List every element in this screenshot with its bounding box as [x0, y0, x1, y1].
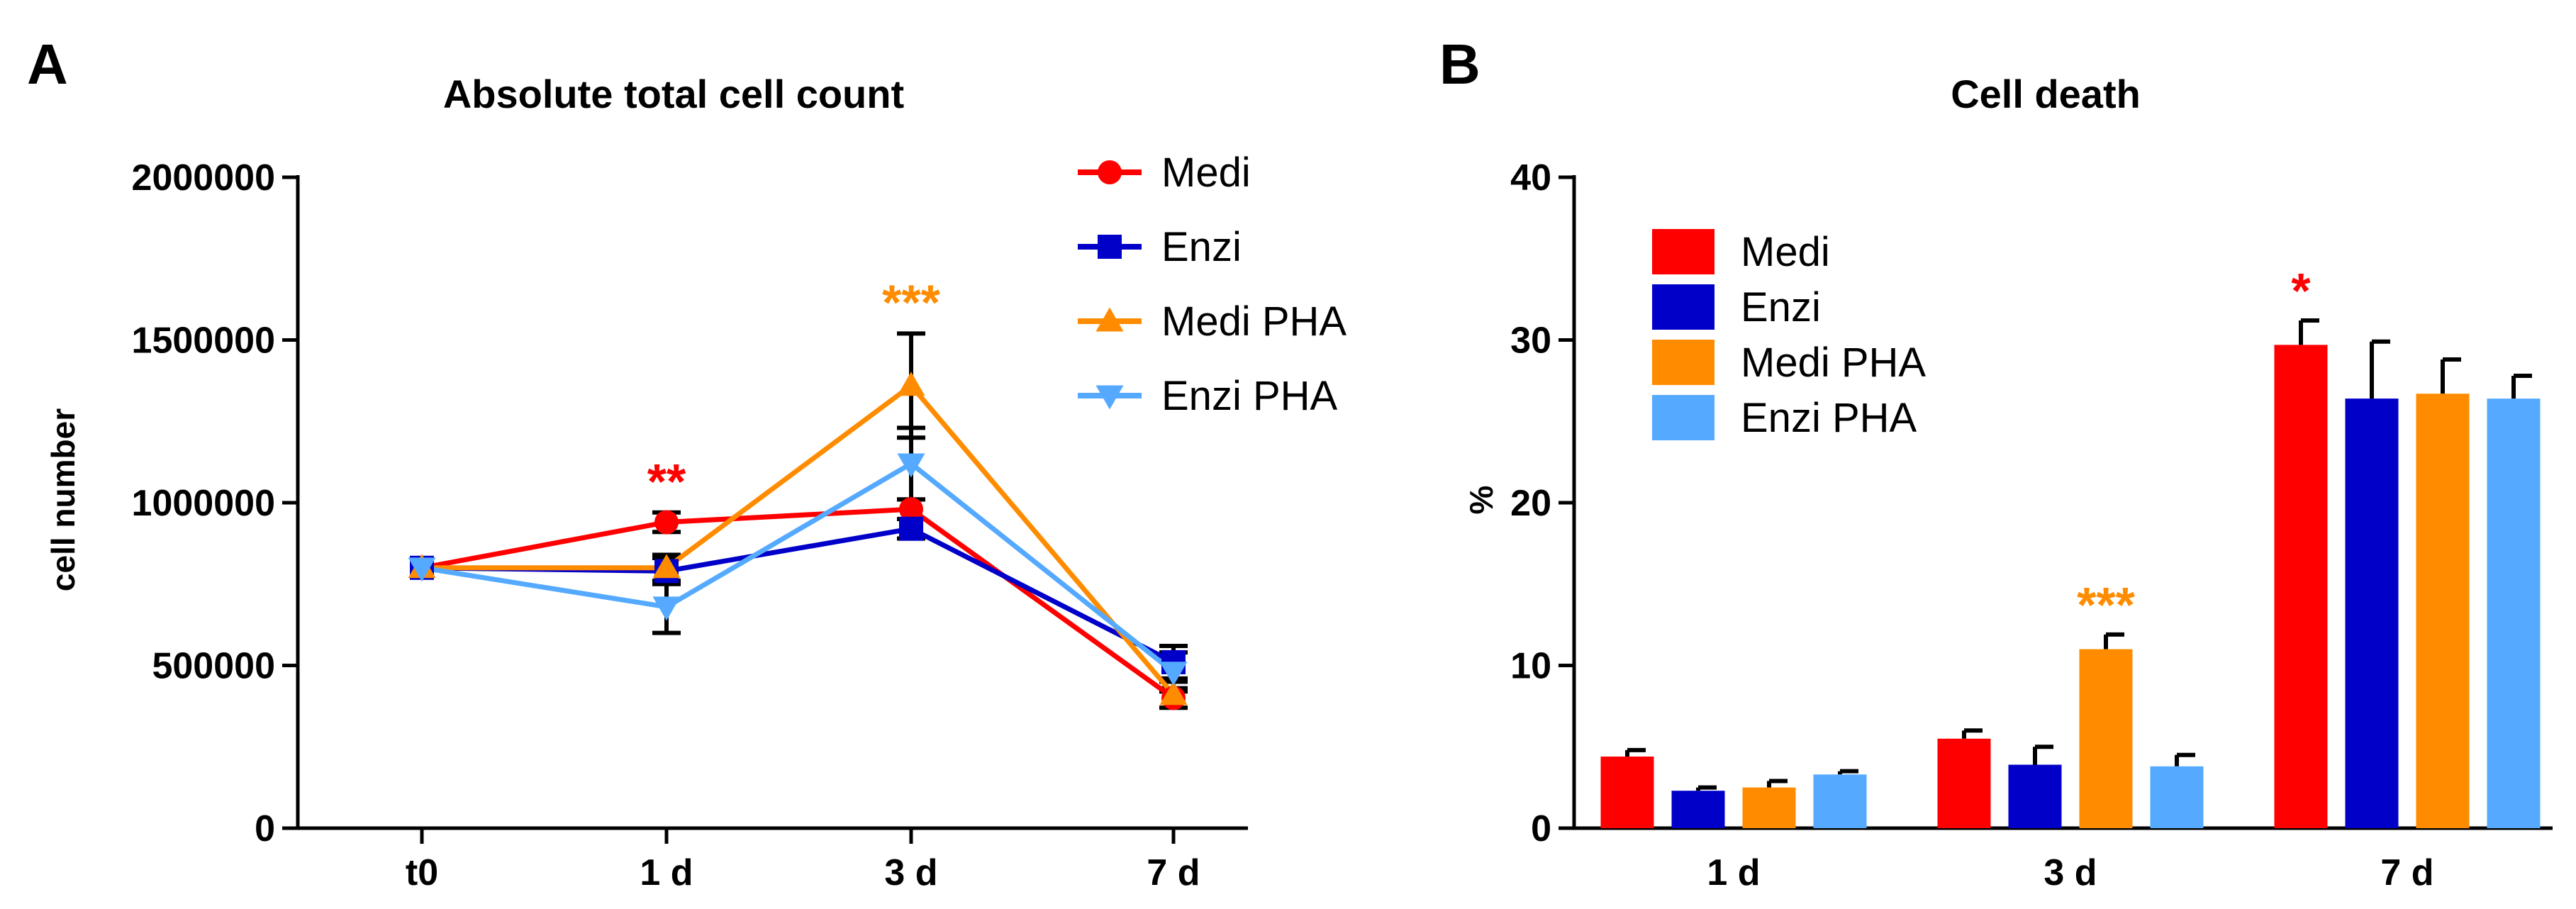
y-tick-label-a: 0 [255, 808, 275, 849]
significance-marker: * [2291, 263, 2311, 318]
bar-enzi-pha [2150, 766, 2204, 828]
axes-a: 0 500000 1000000 1500000 2000000 t0 1 d 3 d 7 d [132, 157, 1248, 893]
chart-title-b: Cell death [1951, 72, 2141, 116]
x-tick-label-b: 3 d [2043, 852, 2097, 893]
x-tick-label-a: 3 d [884, 852, 937, 893]
data-point-medi-pha [897, 372, 925, 396]
bar-medi-pha [2079, 649, 2133, 828]
legend-label-medi: Medi [1161, 150, 1251, 196]
panel-a: A Absolute total cell count cell number … [27, 33, 1346, 893]
bar-medi-pha [1742, 787, 1796, 828]
bar-medi-pha [2416, 394, 2470, 828]
data-point-enzi-pha [1159, 662, 1188, 686]
x-tick-label-a: 7 d [1147, 852, 1200, 893]
y-axis-label-a: cell number [45, 408, 82, 591]
legend-a: Medi Enzi Medi PHA Enzi PHA [1078, 150, 1346, 419]
panel-letter-b: B [1439, 33, 1481, 96]
plot-area-a [408, 331, 1188, 710]
bar-enzi [2008, 764, 2062, 828]
legend-label-enzi: Enzi [1161, 224, 1242, 270]
legend-b: Medi Enzi Medi PHA Enzi PHA [1652, 229, 1926, 441]
bar-enzi [1671, 791, 1725, 828]
y-tick-label-b: 0 [1531, 808, 1551, 849]
significance-marker: ** [647, 454, 686, 509]
y-tick-label-b: 30 [1510, 320, 1551, 362]
x-tick-label-a: t0 [406, 852, 438, 893]
x-tick-label-a: 1 d [640, 852, 693, 893]
y-tick-label-a: 2000000 [132, 157, 275, 199]
legend-label-medi-pha: Medi PHA [1161, 299, 1346, 345]
legend-marker-enzi-pha [1095, 385, 1124, 410]
y-tick-label-a: 1500000 [132, 320, 275, 362]
plot-area-b [1600, 318, 2541, 828]
bar-medi [2274, 345, 2328, 828]
y-tick-label-a: 500000 [152, 646, 275, 687]
y-tick-label-a: 1000000 [132, 483, 275, 524]
data-point-enzi [899, 516, 923, 541]
bar-enzi [2345, 398, 2399, 828]
legend-marker-enzi [1098, 235, 1122, 259]
legend-swatch-medi-pha [1652, 340, 1714, 385]
y-axis-label-b: % [1463, 486, 1500, 515]
legend-label-medi-pha: Medi PHA [1741, 340, 1926, 386]
x-tick-label-b: 1 d [1707, 852, 1760, 893]
legend-swatch-medi [1652, 229, 1714, 274]
series-line-medi-pha [422, 383, 1176, 697]
bar-medi [1600, 757, 1654, 828]
series-line-enzi-pha [421, 461, 1176, 674]
panel-letter-a: A [27, 33, 68, 96]
annotations-b: **** [2077, 263, 2311, 632]
legend-swatch-enzi [1652, 284, 1714, 330]
series-line-medi [421, 506, 1176, 701]
chart-title-a: Absolute total cell count [443, 72, 904, 116]
data-point-enzi-pha [408, 557, 436, 582]
data-point-medi [899, 497, 923, 522]
y-tick-label-b: 40 [1510, 157, 1551, 199]
data-point-medi-pha [652, 554, 681, 579]
legend-swatch-enzi-pha [1652, 395, 1714, 440]
bar-enzi-pha [2487, 398, 2541, 828]
significance-marker: *** [882, 274, 940, 330]
legend-marker-medi [1098, 160, 1122, 184]
annotations-a: ***** [647, 274, 941, 508]
bar-enzi-pha [1813, 774, 1867, 828]
data-point-enzi-pha [897, 453, 925, 478]
data-point-enzi-pha [652, 596, 681, 621]
x-tick-label-b: 7 d [2380, 852, 2433, 893]
legend-label-enzi-pha: Enzi PHA [1741, 395, 1917, 441]
data-point-medi [654, 510, 679, 535]
y-tick-label-b: 10 [1510, 646, 1551, 687]
legend-label-medi: Medi [1741, 229, 1830, 275]
significance-marker: *** [2077, 577, 2135, 632]
y-tick-label-b: 20 [1510, 483, 1551, 524]
legend-label-enzi-pha: Enzi PHA [1161, 373, 1338, 419]
data-point-medi-pha [1159, 681, 1188, 706]
legend-marker-medi-pha [1095, 307, 1124, 332]
bar-medi [1937, 738, 1991, 828]
legend-label-enzi: Enzi [1741, 284, 1821, 330]
